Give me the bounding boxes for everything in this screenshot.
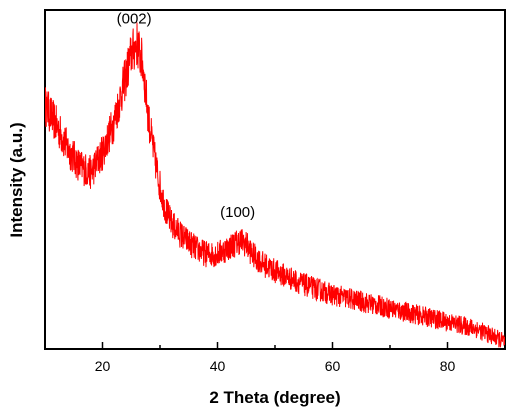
plot-frame (44, 9, 506, 350)
x-tick-label: 80 (440, 358, 456, 374)
x-axis-ticks: 20 40 60 80 (44, 342, 506, 374)
x-tick-label: 40 (210, 358, 226, 374)
peak-annotations: (002) (100) (117, 11, 256, 221)
peak-annotation: (100) (220, 204, 255, 221)
x-tick-label: 60 (325, 358, 341, 374)
y-axis-label: Intensity (a.u.) (7, 122, 26, 237)
data-layer (45, 22, 505, 348)
x-tick-label: 20 (95, 358, 111, 374)
plot-border (44, 9, 506, 350)
x-axis-label: 2 Theta (degree) (209, 388, 340, 407)
peak-annotation: (002) (117, 11, 152, 28)
series-line (45, 22, 505, 348)
